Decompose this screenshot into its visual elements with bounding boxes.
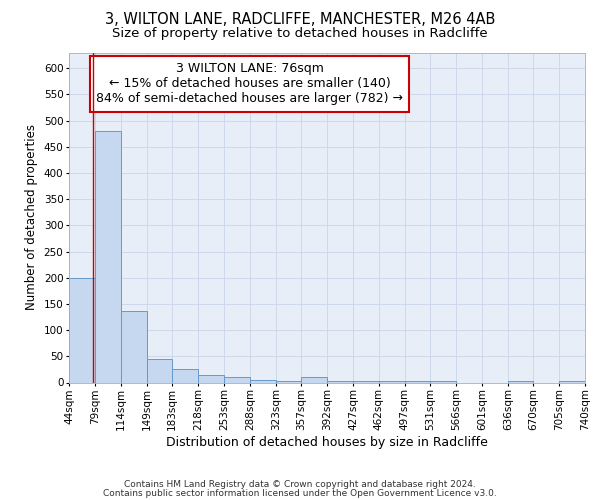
Bar	[224, 376, 250, 382]
X-axis label: Distribution of detached houses by size in Radcliffe: Distribution of detached houses by size …	[166, 436, 488, 448]
Bar	[405, 381, 430, 382]
Bar	[508, 381, 533, 382]
Bar	[198, 375, 224, 382]
Bar	[250, 380, 276, 382]
Bar	[69, 278, 95, 382]
Text: 3, WILTON LANE, RADCLIFFE, MANCHESTER, M26 4AB: 3, WILTON LANE, RADCLIFFE, MANCHESTER, M…	[105, 12, 495, 28]
Bar	[276, 381, 301, 382]
Bar	[430, 381, 456, 382]
Bar	[327, 381, 353, 382]
Bar	[559, 381, 585, 382]
Y-axis label: Number of detached properties: Number of detached properties	[25, 124, 38, 310]
Bar	[147, 359, 172, 382]
Text: Size of property relative to detached houses in Radcliffe: Size of property relative to detached ho…	[112, 28, 488, 40]
Text: 3 WILTON LANE: 76sqm
← 15% of detached houses are smaller (140)
84% of semi-deta: 3 WILTON LANE: 76sqm ← 15% of detached h…	[96, 62, 403, 106]
Bar	[353, 381, 379, 382]
Bar	[121, 310, 147, 382]
Text: Contains public sector information licensed under the Open Government Licence v3: Contains public sector information licen…	[103, 488, 497, 498]
Bar	[172, 370, 198, 382]
Text: Contains HM Land Registry data © Crown copyright and database right 2024.: Contains HM Land Registry data © Crown c…	[124, 480, 476, 489]
Bar	[301, 378, 327, 382]
Bar	[379, 381, 405, 382]
Bar	[95, 131, 121, 382]
